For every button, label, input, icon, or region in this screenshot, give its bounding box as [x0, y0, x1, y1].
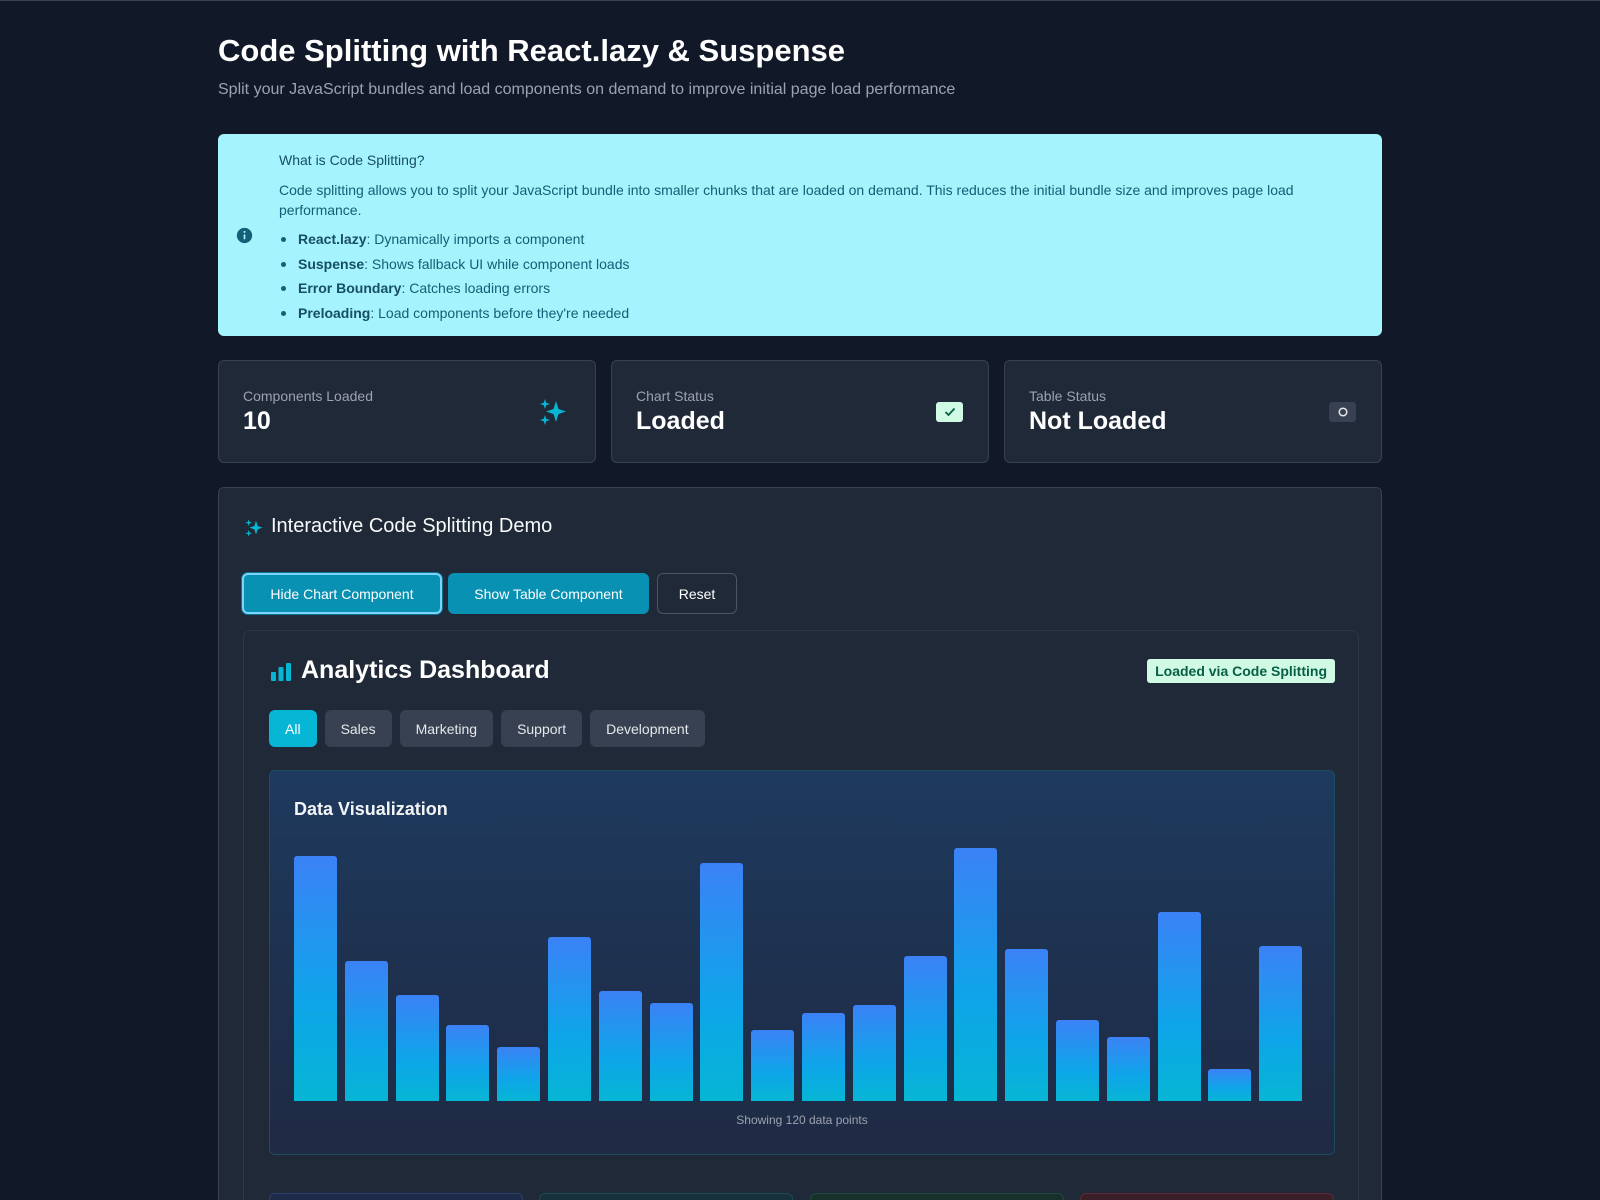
stat-value: Loaded: [636, 407, 725, 435]
chart-bar: [700, 863, 744, 1101]
summary-card-green: [810, 1193, 1064, 1200]
info-term: Preloading: [298, 304, 371, 321]
viz-footer: Showing 120 data points: [736, 1113, 868, 1127]
dashboard-title: Analytics Dashboard: [301, 656, 550, 684]
chart-bar: [294, 856, 337, 1101]
chart-bar: [497, 1047, 541, 1101]
chart-bar: [751, 1030, 795, 1101]
filter-all[interactable]: All: [269, 710, 317, 747]
chart-bar: [852, 1005, 896, 1101]
demo-title: Interactive Code Splitting Demo: [271, 515, 553, 537]
data-visualization-card: Data Visualization Showing 120 data poin…: [269, 770, 1335, 1155]
stat-label: Table Status: [1029, 388, 1107, 404]
info-text: : Shows fallback UI while component load…: [364, 255, 630, 272]
chart-bar: [954, 848, 998, 1101]
filter-tabs: All Sales Marketing Support Development: [269, 710, 705, 747]
info-description: Code splitting allows you to split your …: [279, 182, 1294, 218]
stat-chart-status: Chart Status Loaded: [611, 360, 989, 463]
chart-bar: [1056, 1020, 1099, 1101]
code-splitting-badge: Loaded via Code Splitting: [1147, 659, 1335, 683]
page-subtitle: Split your JavaScript bundles and load c…: [218, 81, 956, 98]
show-table-button[interactable]: Show Table Component: [448, 573, 649, 614]
chart-bar: [446, 1025, 490, 1101]
stat-value: Not Loaded: [1029, 407, 1167, 435]
info-title: What is Code Splitting?: [279, 152, 425, 168]
filter-support[interactable]: Support: [501, 710, 583, 747]
bar-chart: [294, 831, 1310, 1101]
info-list-item: Suspense: Shows fallback UI while compon…: [279, 252, 630, 277]
info-list-item: Error Boundary: Catches loading errors: [279, 276, 630, 301]
reset-button[interactable]: Reset: [657, 573, 737, 614]
demo-section: Interactive Code Splitting Demo Hide Cha…: [218, 487, 1382, 1200]
analytics-dashboard-panel: Analytics Dashboard Loaded via Code Spli…: [243, 630, 1359, 1200]
chart-bar: [1157, 912, 1201, 1101]
circle-icon: [1329, 402, 1356, 422]
chart-bar: [802, 1013, 845, 1101]
chart-bar: [1208, 1069, 1252, 1101]
stat-value: 10: [243, 407, 271, 435]
info-alert: What is Code Splitting? Code splitting a…: [218, 134, 1382, 336]
chart-bar: [1106, 1037, 1150, 1101]
check-icon: [936, 402, 963, 422]
stat-table-status: Table Status Not Loaded: [1004, 360, 1382, 463]
info-term: Error Boundary: [298, 280, 402, 296]
summary-card-blue: [269, 1193, 523, 1200]
stat-label: Chart Status: [636, 388, 714, 404]
info-list-item: React.lazy: Dynamically imports a compon…: [279, 227, 630, 252]
chart-bar: [1259, 946, 1303, 1101]
info-list: React.lazy: Dynamically imports a compon…: [279, 227, 630, 325]
chart-bar: [548, 937, 591, 1101]
stat-label: Components Loaded: [243, 388, 373, 404]
chart-bar: [598, 991, 642, 1101]
filter-marketing[interactable]: Marketing: [399, 710, 494, 747]
chart-bar: [649, 1003, 693, 1101]
sparkles-icon: [245, 519, 263, 537]
filter-sales[interactable]: Sales: [324, 710, 392, 747]
hide-chart-button[interactable]: Hide Chart Component: [242, 573, 442, 614]
chart-bar: [1005, 949, 1049, 1101]
summary-card-red: [1080, 1193, 1334, 1200]
info-term: React.lazy: [298, 231, 367, 247]
info-text: : Dynamically imports a component: [366, 231, 585, 247]
info-text: : Load components before they're needed: [370, 304, 630, 321]
chart-bar: [344, 961, 388, 1101]
filter-development[interactable]: Development: [590, 710, 705, 747]
chart-bar: [395, 995, 439, 1101]
info-text: : Catches loading errors: [401, 280, 551, 296]
bar-chart-icon: [271, 663, 291, 681]
summary-card-cyan: [539, 1193, 793, 1200]
stat-components-loaded: Components Loaded 10: [218, 360, 596, 463]
page-title: Code Splitting with React.lazy & Suspens…: [218, 33, 845, 68]
sparkles-icon: [540, 399, 566, 425]
info-icon: [236, 227, 253, 244]
info-list-item: Preloading: Load components before they'…: [279, 301, 630, 326]
chart-bar: [903, 956, 947, 1101]
info-term: Suspense: [298, 255, 365, 272]
viz-title: Data Visualization: [294, 799, 448, 819]
